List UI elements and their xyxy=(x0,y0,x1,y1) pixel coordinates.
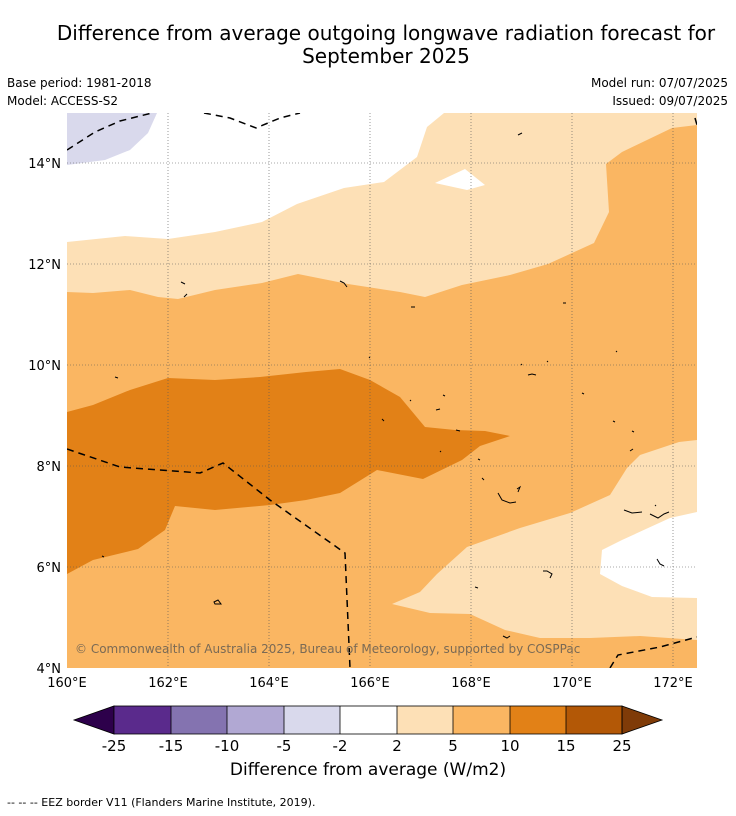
eez-border-south-central xyxy=(67,448,351,668)
colorbar-tick-label: -25 xyxy=(102,737,127,755)
region-white-north xyxy=(67,113,444,242)
lon-tick-label: 170°E xyxy=(552,676,592,691)
page-title: Difference from average outgoing longwav… xyxy=(0,22,736,68)
lat-axis: 14°N 12°N 10°N 8°N 6°N 4°N xyxy=(28,157,61,677)
islands xyxy=(101,132,670,639)
colorbar-segment xyxy=(397,706,453,734)
colorbar-tick-label: -2 xyxy=(333,737,348,755)
lon-tick-label: 168°E xyxy=(451,676,491,691)
colorbar-title: Difference from average (W/m2) xyxy=(229,760,507,780)
eez-border-northwest xyxy=(67,113,153,151)
lon-tick-label: 164°E xyxy=(249,676,289,691)
colorbar-tick-label: -10 xyxy=(215,737,240,755)
colorbar: -25 -15 -10 -5 -2 2 5 10 15 25 xyxy=(72,705,664,755)
region-dark-orange xyxy=(67,369,510,574)
colorbar-tick-label: 15 xyxy=(556,737,575,755)
eez-border-southeast xyxy=(609,636,697,668)
eez-legend: -- -- -- EEZ border V11 (Flanders Marine… xyxy=(7,796,316,809)
colorbar-outline xyxy=(113,705,623,735)
lat-tick-label: 6°N xyxy=(37,561,62,576)
issued-date: Issued: 09/07/2025 xyxy=(612,94,728,108)
map-field xyxy=(67,113,697,668)
model-run: Model run: 07/07/2025 xyxy=(590,76,728,90)
lon-tick-label: 172°E xyxy=(653,676,693,691)
colorbar-tick-label: 2 xyxy=(392,737,402,755)
eez-border-north xyxy=(203,113,301,129)
lat-tick-label: 10°N xyxy=(28,359,61,374)
lon-axis: 160°E 162°E 164°E 166°E 168°E 170°E 172°… xyxy=(47,676,693,691)
lat-tick-label: 8°N xyxy=(37,460,62,475)
meta-right: Model run: 07/07/2025 Issued: 09/07/2025 xyxy=(591,74,728,110)
lat-tick-label: 12°N xyxy=(28,258,61,273)
colorbar-segment xyxy=(340,706,397,734)
eez-borders xyxy=(67,113,697,668)
title-line-1: Difference from average outgoing longwav… xyxy=(56,21,716,45)
lon-tick-label: 166°E xyxy=(350,676,390,691)
colorbar-segment xyxy=(284,706,340,734)
lat-tick-label: 4°N xyxy=(37,662,62,677)
lon-tick-label: 160°E xyxy=(47,676,87,691)
colorbar-tick-label: 5 xyxy=(448,737,458,755)
colorbar-tick-label: 25 xyxy=(612,737,631,755)
meta-left: Base period: 1981-2018 Model: ACCESS-S2 xyxy=(7,74,152,110)
colorbar-tick-label: 10 xyxy=(500,737,519,755)
colorbar-tick-label: -15 xyxy=(159,737,184,755)
colorbar-segment xyxy=(171,706,227,734)
lat-tick-label: 14°N xyxy=(28,157,61,172)
title-line-2: September 2025 xyxy=(302,44,470,68)
gridlines xyxy=(67,113,697,668)
colorbar-arrow-left xyxy=(72,705,115,735)
model-name: Model: ACCESS-S2 xyxy=(7,94,119,108)
region-white-island xyxy=(435,169,485,190)
colorbar-segment xyxy=(227,706,284,734)
colorbar-segment xyxy=(114,706,171,734)
colorbar-segment xyxy=(566,706,622,734)
lon-tick-label: 162°E xyxy=(148,676,188,691)
eez-border-east xyxy=(694,117,697,126)
colorbar-tick-label: -5 xyxy=(277,737,292,755)
colorbar-segment xyxy=(453,706,510,734)
base-period: Base period: 1981-2018 xyxy=(7,76,152,90)
region-pale-orange-southeast xyxy=(392,440,697,640)
region-lavender xyxy=(67,113,157,165)
copyright-notice: © Commonwealth of Australia 2025, Bureau… xyxy=(75,642,580,656)
colorbar-segment xyxy=(510,706,566,734)
colorbar-arrow-right xyxy=(621,705,664,735)
